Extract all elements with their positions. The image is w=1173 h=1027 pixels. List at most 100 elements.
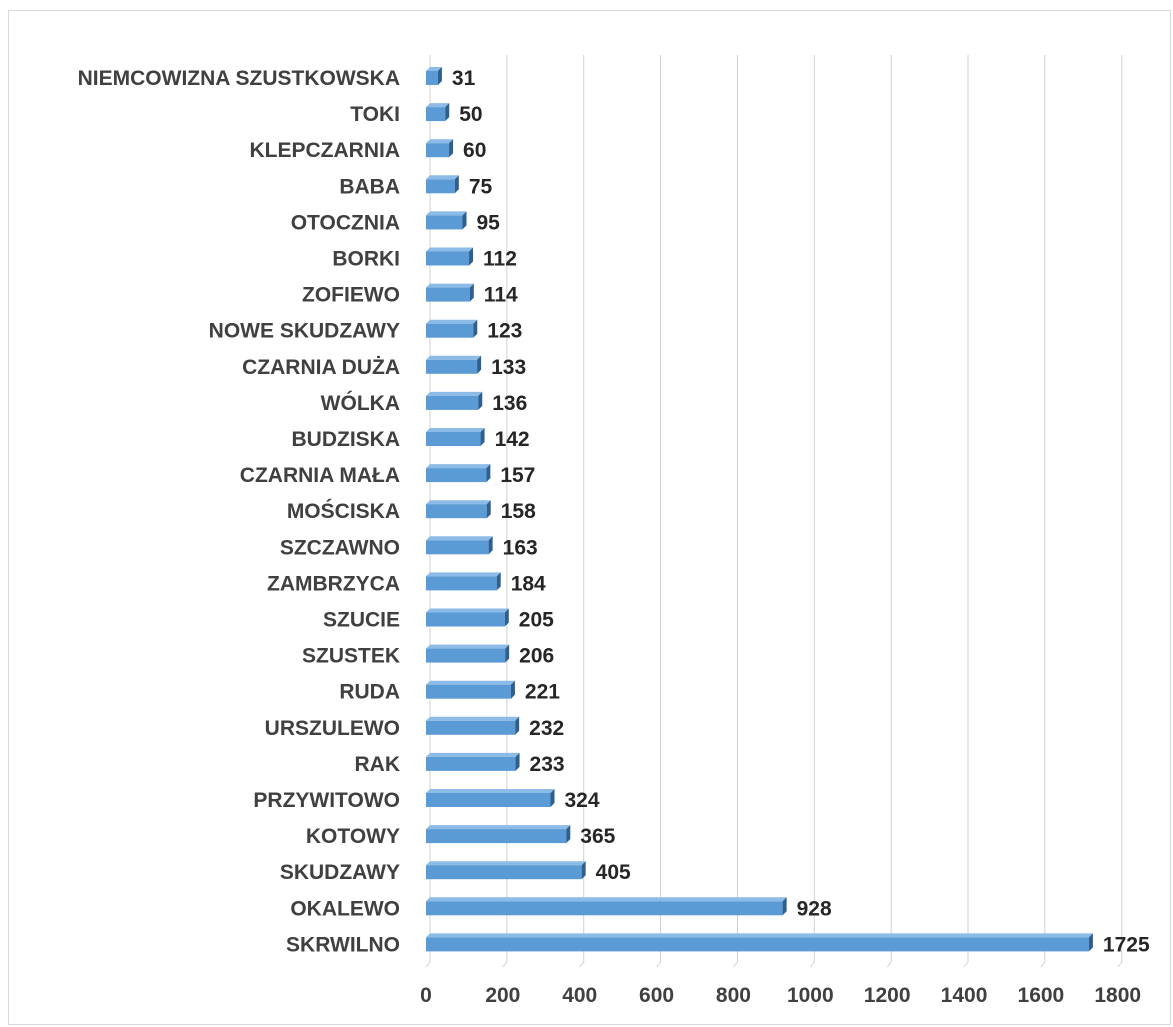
bar-top-face	[426, 933, 1093, 938]
bar-top-face	[426, 572, 501, 577]
bar	[426, 139, 454, 158]
x-tick-label: 1400	[941, 984, 988, 1007]
category-label: WÓLKA	[321, 391, 400, 415]
data-label: 157	[500, 464, 535, 487]
bar-top-face	[426, 680, 515, 685]
bar-side-face	[581, 861, 586, 880]
category-label: KOTOWY	[306, 825, 400, 848]
category-label: SZCZAWNO	[280, 536, 400, 559]
bar-front-face	[426, 215, 463, 230]
bar-front-face	[426, 756, 516, 771]
category-label: ZOFIEWO	[302, 284, 400, 307]
category-label: SZUSTEK	[302, 645, 400, 668]
data-label: 142	[495, 428, 530, 451]
bar-side-face	[505, 644, 510, 663]
category-label: MOŚCISKA	[287, 499, 400, 523]
category-label: RUDA	[339, 681, 400, 704]
x-tick-label: 1000	[787, 984, 834, 1007]
data-label: 133	[491, 356, 526, 379]
data-label: 112	[483, 248, 517, 271]
bar-front-face	[426, 720, 516, 735]
data-label: 163	[503, 536, 538, 559]
data-label: 232	[529, 717, 564, 740]
bar	[426, 283, 474, 302]
bar-side-face	[515, 716, 520, 735]
bar-top-face	[426, 319, 478, 324]
bar	[426, 861, 586, 880]
bar-front-face	[426, 540, 489, 555]
data-label: 136	[492, 392, 527, 415]
bar-front-face	[426, 143, 450, 158]
bar-top-face	[426, 103, 450, 108]
x-tick-label: 1200	[864, 984, 911, 1007]
bar-side-face	[454, 175, 459, 194]
bar-front-face	[426, 504, 487, 519]
gridline-floor	[886, 961, 892, 968]
bar-front-face	[426, 432, 481, 446]
bar	[426, 103, 450, 122]
category-label: SZUCIE	[323, 609, 400, 632]
bar	[426, 67, 442, 85]
bar-front-face	[426, 684, 511, 699]
bar	[426, 428, 485, 446]
bar-side-face	[469, 283, 474, 302]
bar	[426, 355, 482, 374]
data-label: 1725	[1103, 933, 1150, 956]
data-label: 95	[477, 211, 501, 234]
bar-front-face	[426, 793, 551, 807]
bar	[426, 752, 520, 771]
bar-side-face	[566, 825, 571, 844]
bar-top-face	[426, 175, 459, 180]
bar-side-face	[469, 247, 474, 266]
gridline-floor	[1040, 961, 1046, 968]
bar	[426, 933, 1093, 952]
gridline-floor	[425, 961, 431, 968]
bar-top-face	[426, 825, 571, 830]
bar-side-face	[515, 752, 520, 771]
category-label: SKRWILNO	[286, 933, 400, 956]
bar-side-face	[477, 355, 482, 374]
bar	[426, 789, 555, 807]
bar-front-face	[426, 71, 438, 85]
bar-front-face	[426, 576, 497, 591]
category-label: CZARNIA MAŁA	[240, 464, 400, 487]
data-label: 206	[519, 645, 554, 668]
gridline-floor	[656, 961, 661, 968]
gridline-floor	[502, 961, 508, 968]
data-label: 233	[530, 753, 565, 776]
bar-top-face	[426, 536, 493, 541]
data-label: 50	[459, 103, 482, 126]
bar-side-face	[480, 428, 485, 446]
category-label: TOKI	[350, 103, 400, 126]
category-label: BORKI	[332, 248, 400, 271]
bar-top-face	[426, 464, 491, 469]
bar-side-face	[488, 536, 493, 555]
gridline-floor	[809, 961, 815, 968]
category-label: BUDZISKA	[292, 428, 401, 451]
bar-top-face	[426, 247, 474, 252]
bar-front-face	[426, 359, 478, 374]
bar-front-face	[426, 395, 479, 410]
bar-front-face	[426, 287, 470, 302]
category-label: CZARNIA DUŻA	[242, 356, 400, 379]
bar-side-face	[504, 608, 509, 627]
data-label: 114	[484, 284, 518, 307]
bar	[426, 319, 478, 338]
category-label: KLEPCZARNIA	[250, 139, 401, 162]
bar	[426, 500, 491, 519]
data-label: 123	[487, 320, 522, 343]
data-label: 60	[463, 139, 486, 162]
bar	[426, 211, 467, 230]
data-label: 205	[519, 609, 554, 632]
gridline-floor	[963, 961, 969, 968]
data-label: 928	[797, 897, 832, 920]
bar-top-face	[426, 608, 509, 613]
bar-front-face	[426, 468, 487, 483]
bar-side-face	[449, 139, 454, 158]
bar	[426, 572, 501, 591]
x-tick-label: 400	[562, 984, 597, 1007]
bar-top-face	[426, 391, 483, 396]
category-label: NIEMCOWIZNA SZUSTKOWSKA	[78, 67, 400, 90]
category-label: SKUDZAWY	[280, 861, 400, 884]
data-label: 405	[596, 861, 631, 884]
